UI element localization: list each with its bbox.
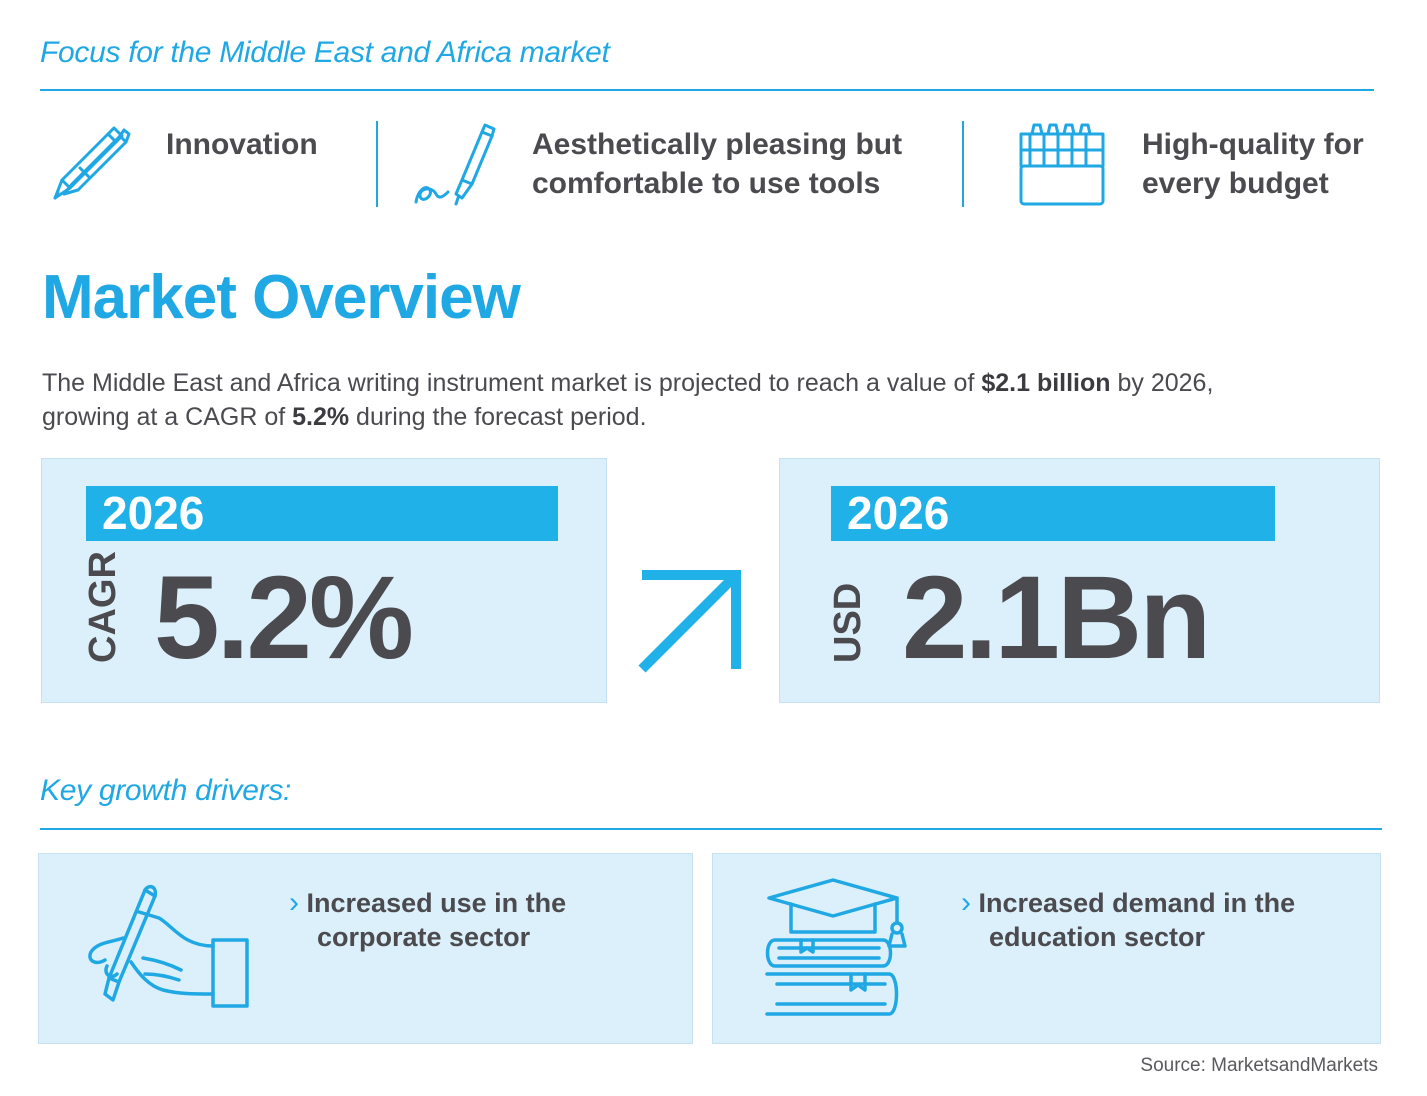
drivers-divider — [40, 828, 1382, 830]
markers-box-icon — [1018, 120, 1106, 208]
hand-writing-icon — [83, 882, 253, 1012]
market-overview-title: Market Overview — [42, 263, 521, 332]
growth-arrow-icon — [636, 565, 746, 675]
usd-label: USD — [827, 582, 869, 663]
feature-innovation-label: Innovation — [166, 128, 318, 161]
focus-title: Focus for the Middle East and Africa mar… — [40, 36, 610, 69]
cagr-card: 2026 CAGR 5.2% — [41, 458, 607, 703]
header-divider — [40, 89, 1374, 91]
chevron-right-icon: › — [961, 886, 971, 919]
driver-education-text: › Increased demand in the education sect… — [961, 886, 1296, 952]
chevron-right-icon: › — [289, 886, 299, 919]
pen-signature-icon — [412, 122, 496, 208]
graduation-books-icon — [761, 876, 911, 1022]
cagr-label: CAGR — [82, 551, 124, 663]
driver-card-corporate: › Increased use in the corporate sector — [38, 853, 693, 1044]
feature-divider-1 — [376, 121, 378, 207]
pens-icon — [50, 122, 132, 202]
desc-value-highlight: $2.1 billion — [981, 369, 1111, 397]
feature-divider-2 — [962, 121, 964, 207]
source-credit: Source: MarketsandMarkets — [1140, 1055, 1378, 1076]
usd-card: 2026 USD 2.1Bn — [779, 458, 1380, 703]
driver-card-education: › Increased demand in the education sect… — [712, 853, 1381, 1044]
cagr-value: 5.2% — [154, 552, 414, 684]
usd-year-bar: 2026 — [831, 486, 1275, 541]
cagr-year-bar: 2026 — [86, 486, 558, 541]
drivers-title: Key growth drivers: — [40, 774, 292, 807]
driver-corporate-text: › Increased use in the corporate sector — [289, 886, 567, 952]
market-overview-description: The Middle East and Africa writing instr… — [42, 369, 1214, 431]
feature-aesthetics-label: Aesthetically pleasing but comfortable t… — [532, 128, 903, 200]
desc-cagr-highlight: 5.2% — [292, 403, 350, 431]
usd-value: 2.1Bn — [902, 552, 1211, 684]
feature-quality-label: High-quality for every budget — [1142, 128, 1364, 200]
